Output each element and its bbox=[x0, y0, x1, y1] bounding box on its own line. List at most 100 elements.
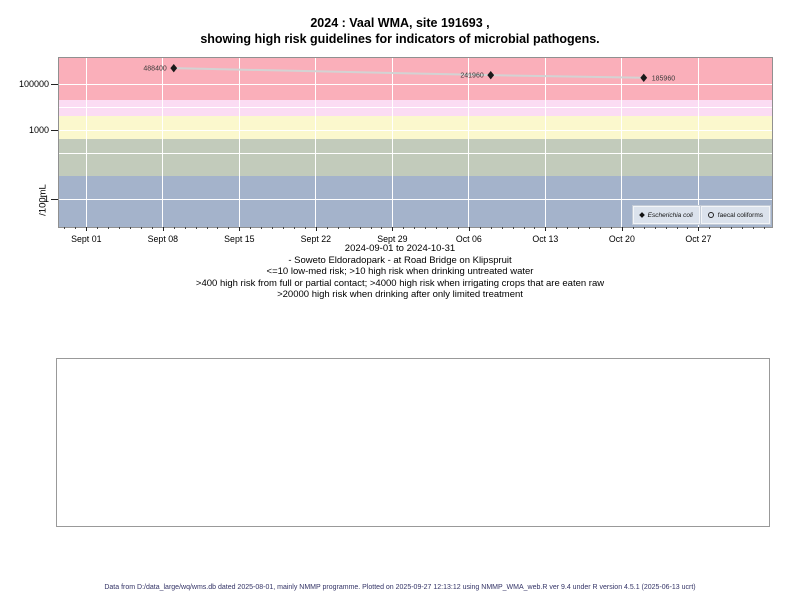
x-tick-label: Sept 22 bbox=[300, 234, 332, 244]
x-tick-minor bbox=[261, 227, 263, 229]
data-point-marker bbox=[170, 63, 178, 73]
y-tick-mark bbox=[51, 199, 58, 200]
caption-date-range: 2024-09-01 to 2024-10-31 bbox=[344, 243, 456, 254]
x-tick-minor bbox=[457, 227, 459, 229]
x-tick-minor bbox=[272, 227, 274, 229]
x-tick-minor bbox=[304, 227, 306, 229]
x-tick-major bbox=[621, 227, 623, 231]
chart-legend: Escherichia coli faecal coliforms bbox=[631, 205, 772, 225]
h-gridline bbox=[59, 129, 772, 131]
x-tick-major bbox=[315, 227, 317, 231]
data-point-label: 488400 bbox=[143, 66, 166, 73]
x-tick-minor bbox=[589, 227, 591, 229]
x-tick-minor bbox=[753, 227, 755, 229]
h-gridline bbox=[59, 83, 772, 85]
x-tick-minor bbox=[523, 227, 525, 229]
x-tick-minor bbox=[130, 227, 132, 229]
empty-secondary-panel bbox=[56, 358, 770, 527]
risk-bands-layer bbox=[59, 58, 772, 227]
x-tick-minor bbox=[425, 227, 427, 229]
x-tick-minor bbox=[326, 227, 328, 229]
v-gridline bbox=[468, 58, 470, 227]
x-tick-minor bbox=[654, 227, 656, 229]
x-tick-major bbox=[468, 227, 470, 231]
x-tick-minor bbox=[643, 227, 645, 229]
x-tick-minor bbox=[479, 227, 481, 229]
y-tick-label: 1000 bbox=[28, 125, 49, 135]
x-tick-minor bbox=[512, 227, 514, 229]
h-gridline bbox=[59, 198, 772, 200]
x-tick-minor bbox=[632, 227, 634, 229]
y-tick-label: 1 bbox=[43, 194, 49, 204]
x-tick-minor bbox=[140, 227, 142, 229]
x-tick-minor bbox=[381, 227, 383, 229]
filled-diamond-icon bbox=[638, 212, 645, 218]
v-gridline bbox=[544, 58, 546, 227]
x-tick-label: Sept 29 bbox=[377, 234, 408, 244]
x-tick-minor bbox=[665, 227, 667, 229]
x-tick-label: Oct 20 bbox=[608, 234, 635, 244]
x-tick-label: Oct 27 bbox=[685, 234, 712, 244]
chart-captions: 2024-09-01 to 2024-10-31 - Soweto Eldora… bbox=[0, 243, 800, 301]
risk-band bbox=[59, 100, 772, 117]
x-tick-label: Sept 08 bbox=[147, 234, 178, 244]
y-axis-title: /100mL bbox=[37, 184, 49, 216]
v-gridline bbox=[85, 58, 87, 227]
y-tick-mark bbox=[51, 130, 58, 131]
chart-title-line2: showing high risk guidelines for indicat… bbox=[200, 32, 600, 46]
x-tick-minor bbox=[490, 227, 492, 229]
x-tick-minor bbox=[151, 227, 153, 229]
x-tick-minor bbox=[687, 227, 689, 229]
x-tick-label: Oct 06 bbox=[455, 234, 482, 244]
x-tick-major bbox=[239, 227, 241, 231]
x-tick-minor bbox=[742, 227, 744, 229]
x-tick-minor bbox=[600, 227, 602, 229]
x-tick-minor bbox=[447, 227, 448, 229]
v-gridline bbox=[391, 58, 393, 227]
chart-title: 2024 : Vaal WMA, site 191693 , showing h… bbox=[0, 15, 800, 47]
data-point-label: 185960 bbox=[652, 75, 675, 82]
x-tick-minor bbox=[436, 227, 438, 229]
x-tick-minor bbox=[763, 227, 765, 229]
x-tick-minor bbox=[348, 227, 350, 229]
x-tick-minor bbox=[359, 227, 361, 229]
caption-guideline-high: >20000 high risk when drinking after onl… bbox=[277, 289, 523, 301]
y-tick-mark bbox=[51, 84, 58, 85]
legend-label-escherichia-coli: Escherichia coli bbox=[647, 211, 693, 219]
h-gridline bbox=[59, 106, 772, 108]
x-tick-minor bbox=[578, 227, 580, 229]
x-tick-minor bbox=[501, 227, 503, 229]
x-tick-minor bbox=[119, 227, 121, 229]
x-tick-minor bbox=[228, 227, 230, 229]
data-point-marker bbox=[640, 73, 648, 83]
v-gridline bbox=[315, 58, 317, 227]
x-tick-minor bbox=[610, 227, 612, 229]
x-tick-minor bbox=[567, 227, 569, 229]
x-tick-major bbox=[698, 227, 700, 231]
x-tick-minor bbox=[709, 227, 711, 229]
x-tick-minor bbox=[75, 227, 77, 229]
legend-entry-faecal-coliforms: faecal coliforms bbox=[699, 205, 772, 225]
x-tick-major bbox=[86, 227, 88, 231]
x-tick-minor bbox=[293, 227, 295, 229]
legend-entry-escherichia-coli: Escherichia coli bbox=[631, 205, 701, 225]
risk-chart-plot-area: 488400 241960 185960 100000 1000 1 Sept 01 Sep… bbox=[19, 57, 773, 244]
x-tick-minor bbox=[64, 227, 66, 229]
x-tick-major bbox=[162, 227, 164, 231]
x-tick-minor bbox=[206, 227, 208, 229]
x-tick-minor bbox=[217, 227, 219, 229]
gridlines-layer bbox=[59, 58, 772, 227]
x-tick-minor bbox=[195, 227, 197, 229]
x-tick-minor bbox=[184, 227, 186, 229]
x-tick-minor bbox=[370, 227, 372, 229]
open-circle-icon bbox=[707, 212, 714, 218]
x-tick-label: Sept 15 bbox=[224, 234, 255, 244]
footer-provenance-text: Data from D:/data_large/wq/wms.db dated … bbox=[104, 584, 696, 591]
caption-guideline-low: <=10 low-med risk; >10 high risk when dr… bbox=[266, 266, 534, 278]
x-tick-minor bbox=[534, 227, 536, 229]
x-tick-minor bbox=[97, 227, 99, 229]
chart-title-line1: 2024 : Vaal WMA, site 191693 , bbox=[310, 16, 490, 30]
x-tick-minor bbox=[173, 227, 175, 229]
x-tick-minor bbox=[556, 227, 558, 229]
x-tick-minor bbox=[720, 227, 722, 229]
